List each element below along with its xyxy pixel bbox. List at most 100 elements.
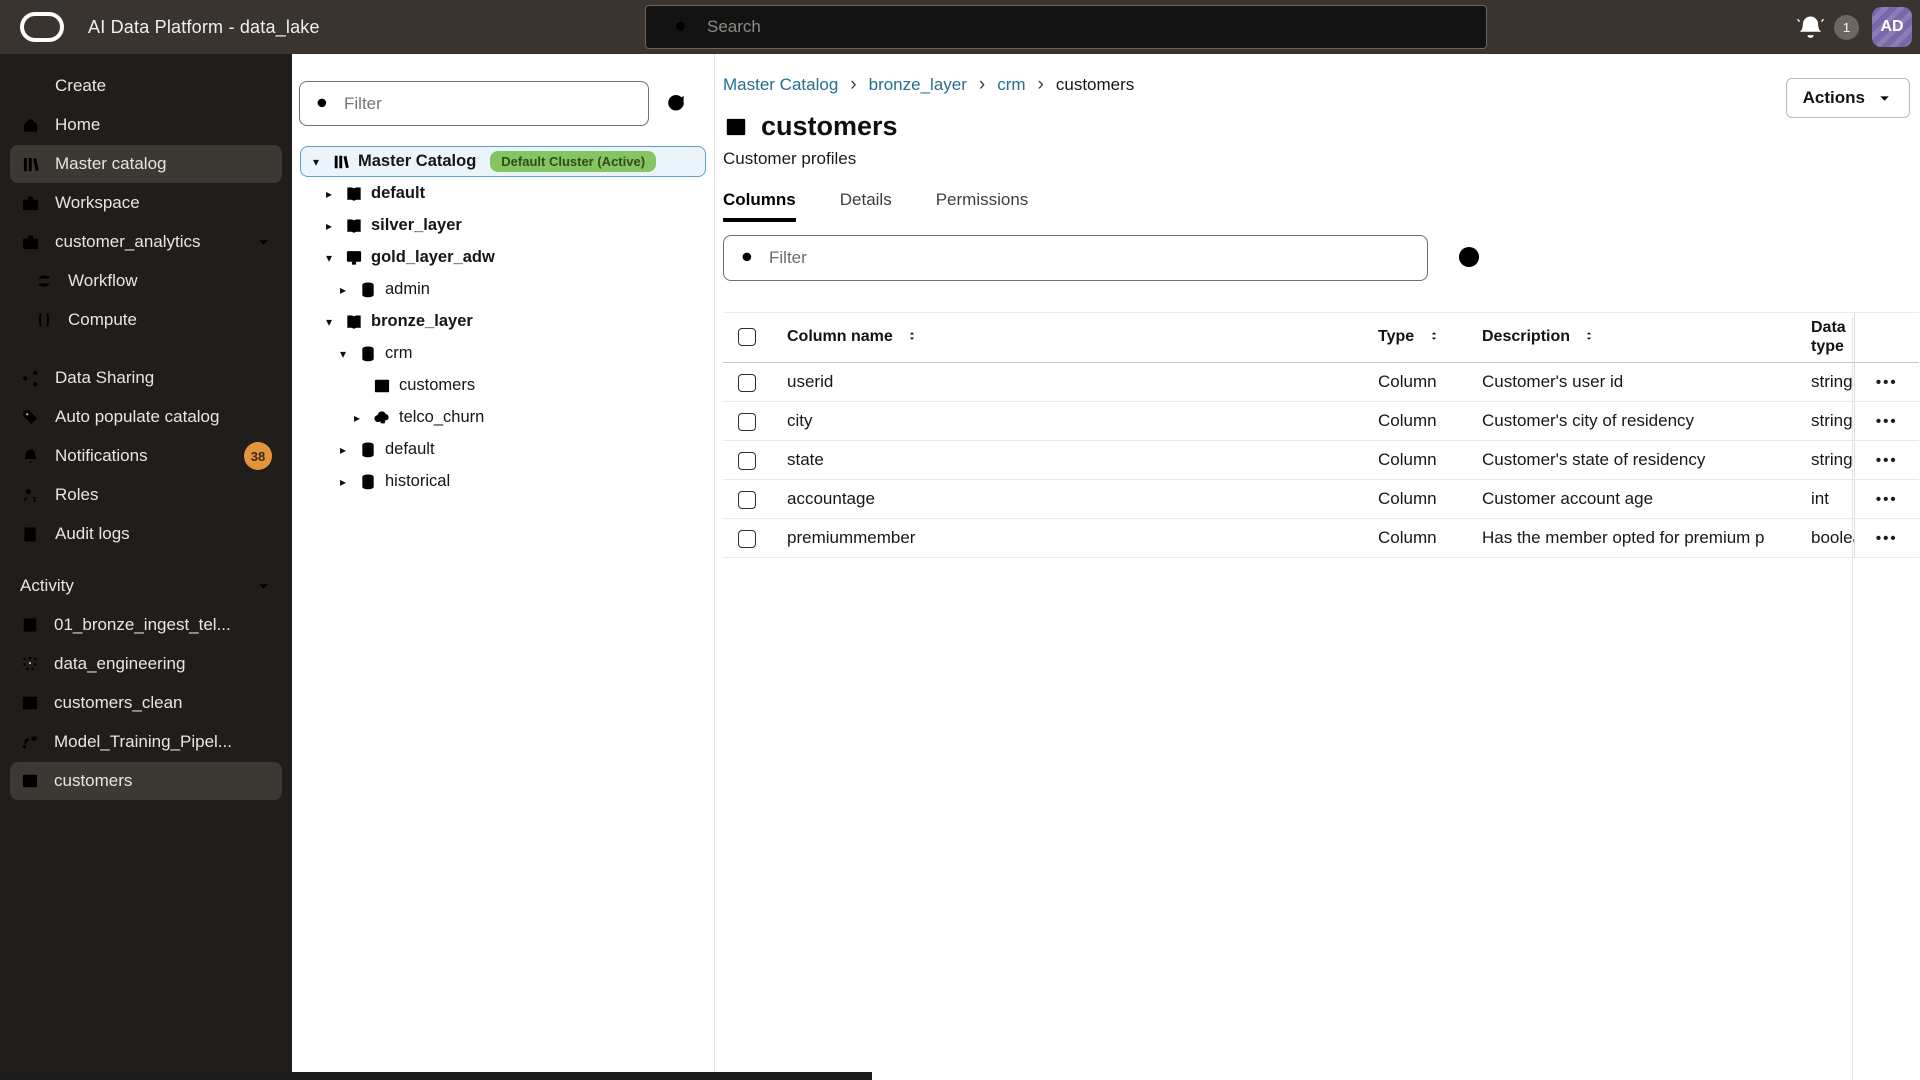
expander-icon-expanded[interactable]: ▾ [326,314,333,329]
sidebar-item-roles[interactable]: Roles [10,476,282,514]
tag-icon [20,407,41,428]
tree-node-admin[interactable]: ▸ admin [340,280,430,298]
expander-icon-expanded[interactable]: ▾ [313,154,320,169]
sidebar-item-master-catalog[interactable]: Master catalog [10,145,282,183]
tab-columns[interactable]: Columns [723,190,796,222]
breadcrumb-link-bronze-layer[interactable]: bronze_layer [868,75,967,94]
more-actions-icon[interactable]: ••• [1875,452,1898,469]
sidebar-item-workflow[interactable]: Workflow [24,262,282,300]
table-row[interactable]: city Column Customer's city of residency… [723,401,1919,441]
expander-icon-collapsed[interactable]: ▸ [326,186,333,201]
actions-button[interactable]: Actions [1785,78,1910,118]
chevron-down-icon[interactable] [255,578,272,595]
tree-node-telco-churn[interactable]: ▸ telco_churn [354,408,485,426]
sidebar-activity-item-model-training-pipeline[interactable]: Model_Training_Pipel... [10,723,282,761]
library-icon [331,152,351,172]
sidebar-item-label: Compute [68,310,137,329]
table-row[interactable]: premiummember Column Has the member opte… [723,518,1919,558]
more-actions-icon[interactable]: ••• [1875,374,1898,391]
expander-icon-expanded[interactable]: ▾ [340,346,347,361]
expander-icon-collapsed[interactable]: ▸ [340,282,347,297]
cell-description: Customer's state of residency [1466,440,1795,480]
tree-node-default-catalog[interactable]: ▸ default [326,184,426,202]
row-checkbox[interactable] [738,373,756,392]
breadcrumb-link-master-catalog[interactable]: Master Catalog [723,75,839,94]
notifications-count-badge: 38 [244,442,272,470]
search-icon [672,18,691,37]
tab-permissions[interactable]: Permissions [935,190,1029,209]
tree-node-crm[interactable]: ▾ crm [340,344,413,362]
sidebar-item-notifications[interactable]: Notifications 38 [10,437,282,475]
briefcase-icon [20,193,41,214]
sort-icon[interactable] [1427,329,1441,343]
sidebar-item-home[interactable]: Home [10,106,282,144]
sidebar-item-create[interactable]: Create [10,67,282,105]
page-title: customers [761,111,898,141]
cell-data-type: string [1795,401,1854,441]
columns-filter[interactable] [723,235,1428,281]
notification-bell-icon[interactable] [1795,12,1826,43]
breadcrumb: Master Catalog › bronze_layer › crm › cu… [723,74,1920,96]
cell-column-name: accountage [771,479,1362,519]
column-header-type[interactable]: Type [1362,312,1466,363]
cell-data-type: string [1795,440,1854,480]
sidebar: Create Home Master catalog Workspace cus… [0,54,292,1080]
sidebar-item-audit-logs[interactable]: Audit logs [10,515,282,553]
tree-node-default-schema[interactable]: ▸ default [340,440,435,458]
briefcase-icon [20,232,41,253]
avatar[interactable]: AD [1872,7,1912,47]
sort-icon[interactable] [1582,329,1596,343]
tree-node-historical[interactable]: ▸ historical [340,472,451,490]
tree-filter[interactable] [299,81,649,126]
global-search-input[interactable] [707,17,1486,37]
tree-node-bronze-layer[interactable]: ▾ bronze_layer [326,312,473,330]
row-checkbox[interactable] [738,412,756,431]
expander-icon-collapsed[interactable]: ▸ [340,474,347,489]
table-row[interactable]: userid Column Customer's user id string … [723,362,1919,402]
sidebar-section-activity[interactable]: Activity [10,567,282,605]
more-actions-icon[interactable]: ••• [1875,530,1898,547]
row-checkbox[interactable] [738,490,756,509]
tree-node-gold-layer-adw[interactable]: ▾ gold_layer_adw [326,248,495,266]
more-actions-icon[interactable]: ••• [1875,491,1898,508]
row-checkbox[interactable] [738,451,756,470]
sidebar-activity-item-01-bronze-ingest[interactable]: 01_bronze_ingest_tel... [10,606,282,644]
expander-icon-collapsed[interactable]: ▸ [340,442,347,457]
global-search[interactable] [645,5,1487,49]
braces-icon [34,310,54,330]
expander-icon-expanded[interactable]: ▾ [326,250,333,265]
breadcrumb-link-crm[interactable]: crm [997,75,1026,94]
expander-icon-collapsed[interactable]: ▸ [326,218,333,233]
more-actions-icon[interactable]: ••• [1875,413,1898,430]
column-header-data-type[interactable]: Data type [1795,312,1854,363]
cell-description: Customer's user id [1466,362,1795,402]
table-row[interactable]: state Column Customer's state of residen… [723,440,1919,480]
column-header-name[interactable]: Column name [771,312,1362,363]
sidebar-item-auto-populate-catalog[interactable]: Auto populate catalog [10,398,282,436]
sidebar-item-workspace[interactable]: Workspace [10,184,282,222]
tree-node-silver-layer[interactable]: ▸ silver_layer [326,216,462,234]
chevron-down-icon[interactable] [255,234,272,251]
sort-icon[interactable] [905,329,919,343]
add-column-button[interactable] [1454,243,1484,273]
sidebar-item-compute[interactable]: Compute [24,301,282,339]
tree-node-master-catalog[interactable]: ▾ Master Catalog Default Cluster (Active… [300,146,706,177]
sidebar-activity-item-data-engineering[interactable]: data_engineering [10,645,282,683]
table-row[interactable]: accountage Column Customer account age i… [723,479,1919,519]
sidebar-activity-item-customers[interactable]: customers [10,762,282,800]
tab-details[interactable]: Details [839,190,892,209]
row-checkbox[interactable] [738,529,756,548]
tree-node-customers[interactable]: customers [300,370,706,401]
cell-description: Customer account age [1466,479,1795,519]
refresh-button[interactable] [662,90,690,118]
tree-filter-input[interactable] [344,93,636,114]
refresh-icon [663,90,689,116]
sidebar-item-data-sharing[interactable]: Data Sharing [10,359,282,397]
expander-icon-collapsed[interactable]: ▸ [354,410,361,425]
select-all-checkbox[interactable] [738,328,756,347]
sidebar-activity-item-customers-clean[interactable]: customers_clean [10,684,282,722]
sidebar-item-customer-analytics[interactable]: customer_analytics [10,223,282,261]
sidebar-item-label: Master catalog [55,154,167,173]
columns-filter-input[interactable] [769,248,1415,268]
column-header-description[interactable]: Description [1466,312,1795,363]
